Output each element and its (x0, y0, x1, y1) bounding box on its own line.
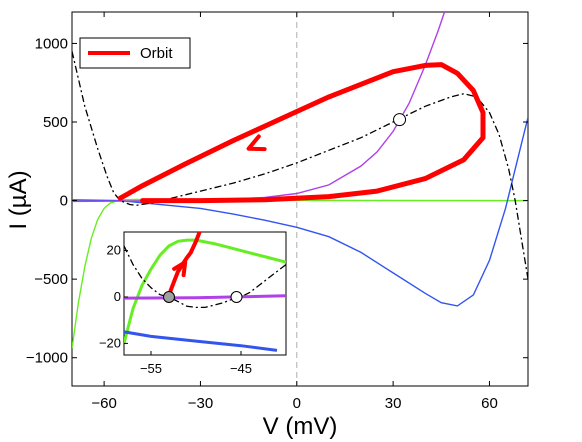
y-tick-label-3: 500 (43, 114, 68, 131)
inset-y-tick-label-2: 20 (107, 243, 121, 258)
x-tick-label-4: 60 (481, 395, 498, 412)
inset-plot: −55 −45 −20 0 20 (99, 231, 287, 376)
main-ticks-group: −60 −30 0 30 60 −1000 −500 0 500 1000 (26, 12, 528, 412)
inset-y-tick-label-0: −20 (99, 335, 121, 350)
inset-series-line-1 (124, 245, 286, 309)
main-markers-group (393, 113, 407, 127)
x-tick-label-2: 0 (293, 395, 301, 412)
inset-series-line-3 (124, 330, 278, 352)
y-tick-label-1: −500 (34, 271, 68, 288)
inset-area (123, 231, 287, 356)
inset-series-group (124, 232, 286, 352)
x-axis-label: V (mV) (263, 413, 338, 440)
inset-markers-group (163, 290, 243, 303)
orbit-arrow (246, 134, 267, 152)
inset-y-tick-label-1: 0 (114, 289, 121, 304)
legend: Orbit (79, 37, 191, 69)
fixed-point-marker-0 (393, 113, 407, 127)
series-line-1 (72, 51, 528, 280)
legend-entry-orbit: Orbit (140, 45, 173, 62)
inset-x-tick-label-1: −45 (230, 361, 252, 376)
inset-series-line-0 (124, 238, 286, 344)
series-line-3 (72, 117, 528, 307)
inset-marker-0 (163, 290, 175, 303)
y-tick-label-0: −1000 (26, 350, 68, 367)
x-tick-label-3: 30 (385, 395, 402, 412)
y-tick-label-2: 0 (60, 193, 68, 210)
x-tick-label-1: −30 (188, 395, 213, 412)
series-line-0 (117, 62, 486, 204)
y-tick-label-4: 1000 (35, 35, 68, 52)
inset-series-line-2 (124, 294, 286, 300)
y-axis-label: I (µA) (5, 170, 32, 229)
inset-marker-1 (230, 290, 243, 303)
inset-x-tick-label-0: −55 (140, 361, 162, 376)
main-series-group (72, 12, 528, 386)
x-tick-label-0: −60 (91, 395, 116, 412)
inset-orbit-arrow (172, 260, 188, 278)
inset-ticks-group: −55 −45 −20 0 20 (99, 243, 252, 376)
